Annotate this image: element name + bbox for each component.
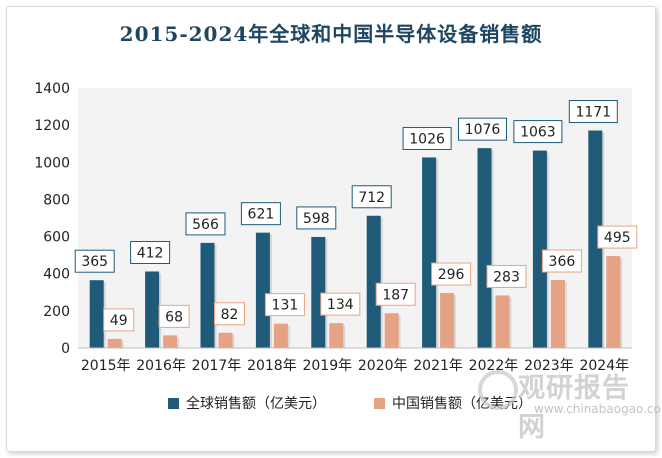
data-label-china: 495	[604, 230, 631, 246]
watermark-logo-icon	[478, 370, 518, 410]
data-label-china: 131	[272, 298, 299, 314]
data-label-china-box	[158, 304, 190, 328]
data-label-global: 712	[358, 190, 385, 206]
data-label-global: 1063	[520, 125, 556, 141]
bar-global	[311, 236, 326, 348]
data-label-global-box	[568, 100, 618, 124]
bar-global	[255, 232, 270, 348]
legend-swatch-global	[168, 398, 179, 409]
bar-china	[495, 295, 510, 348]
watermark-text: 观研报告网	[518, 373, 630, 443]
bar-global	[200, 242, 215, 348]
x-tick-label: 2015年	[81, 358, 131, 374]
bar-china	[550, 280, 565, 348]
data-label-global-box	[74, 249, 115, 273]
bar-global	[588, 130, 603, 348]
x-tick-label: 2021年	[413, 358, 463, 374]
legend-swatch-china	[374, 398, 385, 409]
bar-china	[163, 335, 178, 348]
data-label-global-box	[185, 212, 226, 236]
data-label-global-box	[296, 206, 337, 230]
y-tick-label: 0	[61, 341, 70, 357]
data-label-china: 68	[165, 309, 183, 325]
watermark: 观研报告网 www.chinabaogao.com	[478, 366, 662, 443]
bar-china	[273, 323, 288, 348]
data-label-global-box	[402, 126, 452, 150]
x-tick-label: 2017年	[192, 358, 242, 374]
data-label-china: 49	[110, 313, 128, 329]
data-label-china: 82	[221, 307, 239, 323]
bar-china	[107, 338, 122, 348]
bar-global	[89, 280, 104, 348]
watermark-url: www.chinabaogao.com	[534, 402, 662, 416]
y-tick-label: 1400	[34, 81, 70, 97]
x-tick-label: 2024年	[579, 358, 629, 374]
data-label-global: 365	[81, 254, 108, 270]
bar-global	[532, 150, 547, 348]
data-label-global-box	[240, 202, 281, 226]
data-label-china-box	[375, 282, 416, 306]
x-tick-label: 2019年	[302, 358, 352, 374]
x-tick-label: 2022年	[469, 358, 519, 374]
data-label-china-box	[486, 264, 527, 288]
data-label-china-box	[264, 293, 305, 317]
data-label-china: 134	[327, 297, 354, 313]
data-label-china-box	[431, 262, 472, 286]
data-label-global-box	[130, 240, 171, 264]
data-label-global: 598	[303, 211, 330, 227]
data-label-china-box	[320, 292, 361, 316]
y-tick-label: 1200	[34, 118, 70, 134]
data-label-global: 621	[248, 207, 275, 223]
data-label-global-box	[351, 185, 392, 209]
chart-title: 2015-2024年全球和中国半导体设备销售额	[119, 22, 543, 46]
bar-global	[422, 157, 437, 348]
bar-global	[477, 148, 492, 348]
bar-china	[384, 313, 399, 348]
bar-china	[440, 293, 455, 348]
legend-label-global: 全球销售额（亿美元）	[186, 395, 326, 412]
y-tick-label: 1000	[34, 155, 70, 171]
x-tick-label: 2016年	[136, 358, 186, 374]
y-tick-label: 200	[43, 304, 70, 320]
y-tick-label: 800	[43, 192, 70, 208]
bar-global	[366, 215, 381, 348]
data-label-global-box	[458, 117, 507, 141]
data-label-china-box	[214, 302, 245, 326]
data-label-china: 366	[549, 254, 576, 270]
bar-global	[145, 271, 160, 348]
data-label-global: 412	[137, 245, 164, 261]
data-label-china-box	[103, 308, 135, 332]
bar-china	[329, 323, 344, 348]
x-tick-label: 2018年	[247, 358, 297, 374]
data-label-global-box	[513, 120, 563, 144]
y-tick-label: 400	[43, 267, 70, 283]
data-label-china: 296	[438, 267, 465, 283]
data-label-global: 1026	[409, 131, 445, 147]
bar-china	[606, 256, 621, 348]
x-tick-label: 2023年	[524, 358, 574, 374]
x-tick-label: 2020年	[358, 358, 408, 374]
data-label-china-box	[597, 225, 638, 249]
y-tick-label: 600	[43, 230, 70, 246]
data-label-global: 566	[192, 217, 219, 233]
data-label-china-box	[541, 249, 582, 273]
data-label-china: 187	[382, 287, 409, 303]
data-label-global: 1076	[465, 122, 501, 138]
bar-china	[218, 332, 233, 348]
data-label-global: 1171	[575, 105, 611, 121]
data-label-china: 283	[493, 269, 520, 285]
